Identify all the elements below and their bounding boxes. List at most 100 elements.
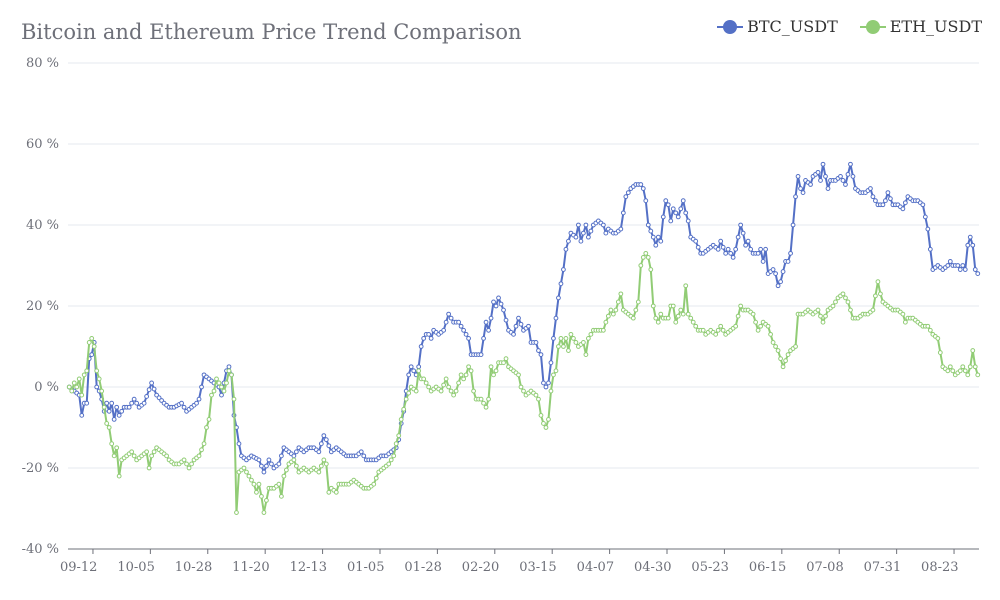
data-point[interactable] (496, 295, 501, 301)
data-point[interactable] (945, 263, 951, 268)
data-point[interactable] (793, 344, 798, 349)
data-point[interactable] (416, 364, 422, 370)
data-point[interactable] (149, 380, 155, 386)
data-point[interactable] (358, 449, 364, 455)
data-point[interactable] (620, 210, 626, 216)
data-point[interactable] (937, 350, 943, 355)
data-point[interactable] (463, 331, 469, 337)
data-point[interactable] (111, 417, 117, 422)
data-point[interactable] (618, 226, 624, 232)
data-point[interactable] (458, 372, 464, 378)
data-point[interactable] (321, 457, 327, 463)
data-point[interactable] (141, 400, 147, 406)
data-point[interactable] (533, 392, 539, 398)
data-point[interactable] (521, 388, 526, 394)
data-point[interactable] (778, 279, 783, 285)
data-point[interactable] (536, 396, 541, 402)
data-point[interactable] (585, 336, 591, 341)
data-point[interactable] (563, 336, 569, 341)
data-point[interactable] (204, 425, 209, 430)
data-point[interactable] (543, 425, 549, 430)
data-point[interactable] (723, 250, 729, 256)
data-point[interactable] (902, 319, 908, 325)
data-point[interactable] (885, 190, 891, 196)
data-point[interactable] (74, 384, 80, 390)
data-point[interactable] (116, 473, 122, 479)
data-point[interactable] (848, 161, 853, 167)
data-point[interactable] (623, 194, 629, 200)
data-point[interactable] (947, 364, 953, 370)
data-point[interactable] (683, 210, 689, 216)
data-point[interactable] (745, 238, 751, 244)
data-point[interactable] (144, 394, 150, 399)
data-point[interactable] (501, 360, 506, 366)
data-point[interactable] (546, 380, 551, 386)
data-point[interactable] (625, 190, 631, 196)
data-point[interactable] (536, 348, 541, 353)
data-point[interactable] (815, 307, 821, 313)
data-point[interactable] (373, 475, 379, 481)
data-point[interactable] (413, 388, 419, 394)
data-point[interactable] (548, 360, 554, 366)
data-point[interactable] (498, 301, 504, 307)
data-point[interactable] (845, 171, 851, 177)
data-point[interactable] (763, 246, 768, 252)
data-point[interactable] (189, 461, 194, 467)
data-point[interactable] (441, 327, 447, 333)
data-point[interactable] (493, 303, 499, 309)
data-point[interactable] (493, 368, 499, 374)
data-point[interactable] (878, 291, 883, 297)
data-point[interactable] (738, 222, 744, 228)
data-point[interactable] (86, 340, 92, 345)
data-point[interactable] (461, 376, 467, 382)
data-point[interactable] (146, 465, 152, 471)
data-point[interactable] (658, 238, 664, 244)
data-point[interactable] (947, 259, 953, 264)
data-point[interactable] (71, 380, 77, 386)
data-point[interactable] (795, 174, 801, 179)
data-point[interactable] (658, 311, 664, 317)
data-point[interactable] (561, 267, 566, 272)
data-point[interactable] (101, 404, 107, 410)
data-point[interactable] (279, 453, 284, 459)
data-point[interactable] (264, 463, 269, 469)
data-point[interactable] (126, 404, 132, 410)
data-point[interactable] (720, 327, 726, 333)
data-point[interactable] (184, 461, 189, 467)
data-point[interactable] (843, 182, 848, 187)
data-point[interactable] (541, 421, 546, 426)
data-point[interactable] (770, 340, 776, 345)
data-point[interactable] (920, 202, 926, 208)
data-point[interactable] (201, 441, 207, 447)
data-point[interactable] (603, 319, 609, 325)
data-point[interactable] (276, 461, 282, 467)
data-point[interactable] (650, 303, 656, 309)
data-point[interactable] (69, 388, 75, 394)
data-point[interactable] (870, 194, 876, 200)
data-point[interactable] (94, 368, 100, 374)
data-point[interactable] (870, 307, 876, 313)
data-point[interactable] (583, 352, 589, 358)
data-point[interactable] (643, 198, 649, 204)
data-point[interactable] (446, 384, 452, 390)
data-point[interactable] (972, 364, 978, 370)
data-point[interactable] (548, 388, 554, 394)
data-point[interactable] (655, 234, 661, 240)
data-point[interactable] (526, 323, 531, 329)
data-point[interactable] (840, 291, 846, 297)
data-point[interactable] (403, 396, 409, 402)
data-point[interactable] (788, 250, 793, 256)
data-point[interactable] (114, 445, 120, 451)
data-point[interactable] (900, 206, 906, 212)
data-point[interactable] (219, 384, 224, 390)
data-point[interactable] (635, 299, 641, 305)
data-point[interactable] (538, 412, 544, 418)
data-point[interactable] (441, 382, 447, 388)
data-point[interactable] (873, 198, 878, 204)
data-point[interactable] (633, 307, 639, 313)
data-point[interactable] (478, 396, 484, 402)
data-point[interactable] (316, 449, 322, 455)
data-point[interactable] (610, 311, 616, 317)
data-point[interactable] (823, 313, 828, 319)
data-point[interactable] (965, 242, 971, 248)
